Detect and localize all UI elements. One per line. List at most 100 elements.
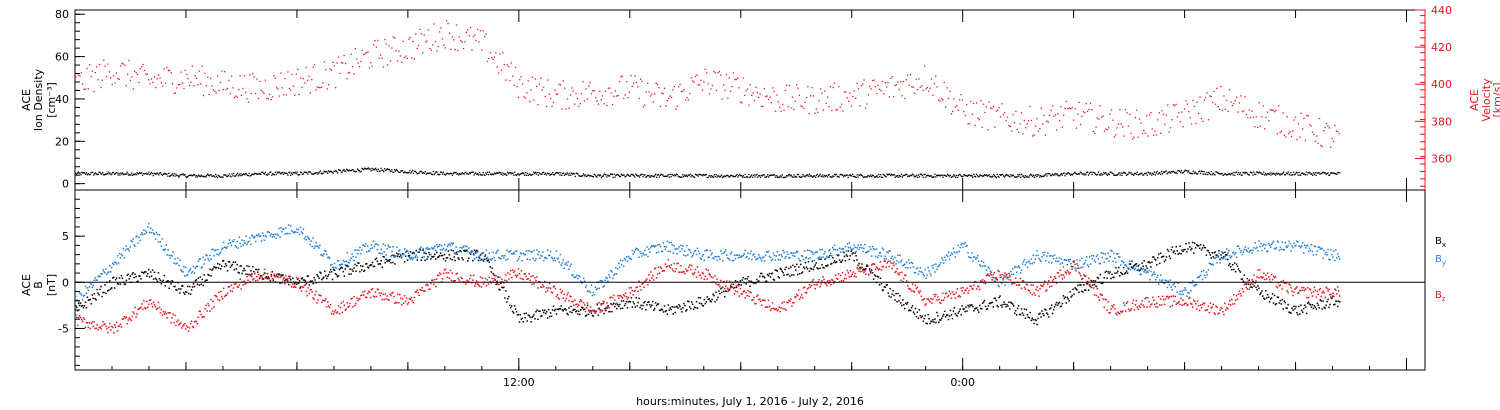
By-point	[325, 250, 327, 252]
Bx-point	[258, 277, 261, 280]
Bx-point	[657, 303, 660, 305]
density-point	[234, 175, 237, 177]
Bx-point	[164, 285, 167, 287]
velocity-point	[399, 55, 401, 57]
By-point	[1220, 258, 1222, 260]
density-point	[367, 167, 370, 169]
By-point	[723, 252, 725, 254]
density-point	[898, 176, 900, 178]
density-point	[445, 173, 447, 175]
By-point	[262, 234, 265, 237]
velocity-point	[762, 105, 764, 107]
top-panel-frame	[74, 9, 1426, 191]
By-point	[816, 251, 818, 253]
Bx-point	[920, 316, 923, 319]
density-point	[718, 175, 720, 177]
Bx-point	[1297, 313, 1299, 316]
density-point	[556, 171, 558, 174]
velocity-point	[715, 89, 718, 92]
velocity-point	[1070, 108, 1072, 110]
density-point	[441, 173, 444, 175]
Bx-point	[494, 279, 496, 281]
Bx-point	[641, 308, 643, 310]
velocity-point	[166, 66, 168, 69]
velocity-point	[878, 88, 881, 90]
velocity-point	[83, 88, 85, 90]
By-point	[535, 258, 537, 260]
density-point	[349, 169, 351, 172]
By-point	[1057, 260, 1060, 263]
By-point	[1155, 279, 1157, 281]
density-point	[1009, 176, 1011, 178]
By-point	[1014, 265, 1017, 268]
velocity-point	[662, 93, 664, 95]
Bx-point	[1156, 263, 1158, 266]
density-point	[1333, 172, 1335, 174]
By-point	[1258, 240, 1260, 242]
Bx-point	[146, 275, 148, 278]
By-point	[1255, 247, 1257, 250]
Bx-point	[627, 301, 630, 303]
Bx-point	[355, 270, 357, 272]
Bx-point	[475, 249, 478, 252]
velocity-point	[665, 105, 667, 107]
velocity-point	[1175, 103, 1177, 106]
velocity-point	[978, 118, 981, 121]
density-point	[895, 175, 897, 177]
Bz-point	[147, 306, 149, 308]
Bx-point	[261, 277, 264, 280]
density-point	[202, 175, 204, 177]
velocity-point	[311, 78, 313, 81]
Bz-point	[90, 322, 93, 325]
density-point	[270, 171, 272, 173]
Bx-point	[446, 257, 449, 259]
density-point	[178, 176, 180, 178]
velocity-point	[1300, 112, 1302, 115]
density-point	[369, 168, 371, 170]
Bx-point	[585, 314, 588, 316]
Bx-point	[524, 316, 527, 319]
velocity-point	[734, 78, 736, 81]
Bx-point	[129, 275, 131, 277]
By-point	[251, 234, 253, 236]
Bx-point	[1195, 244, 1198, 246]
density-point	[749, 176, 751, 179]
Bx-point	[348, 273, 350, 275]
density-point	[271, 174, 273, 176]
Bz-point	[83, 318, 86, 321]
By-point	[1312, 254, 1315, 256]
Bx-point	[1054, 303, 1057, 306]
Bx-point	[908, 309, 911, 311]
density-point	[667, 174, 670, 176]
Bx-point	[956, 315, 959, 317]
density-point	[1255, 173, 1257, 176]
density-point	[1220, 173, 1222, 175]
Bx-point	[812, 268, 815, 271]
Bx-point	[499, 289, 501, 291]
velocity-point	[735, 78, 737, 81]
Bx-point	[874, 275, 877, 277]
velocity-point	[840, 103, 843, 105]
density-point	[1189, 172, 1192, 175]
Bx-point	[903, 303, 905, 306]
velocity-point	[335, 87, 337, 89]
By-point	[830, 252, 832, 255]
velocity-point	[810, 95, 812, 97]
By-point	[706, 249, 708, 251]
density-point	[957, 174, 960, 177]
velocity-point	[325, 69, 327, 71]
Bx-point	[1121, 273, 1124, 276]
By-point	[105, 268, 107, 270]
density-point	[485, 172, 487, 174]
density-point	[565, 173, 567, 176]
velocity-point	[1299, 136, 1301, 138]
velocity-point	[1004, 111, 1006, 114]
By-point	[1241, 253, 1244, 256]
density-point	[148, 171, 150, 173]
density-point	[1141, 172, 1143, 174]
Bx-point	[495, 283, 497, 286]
Bx-point	[884, 286, 887, 289]
By-point	[682, 245, 684, 247]
Bx-point	[740, 284, 743, 286]
By-point	[697, 250, 700, 253]
